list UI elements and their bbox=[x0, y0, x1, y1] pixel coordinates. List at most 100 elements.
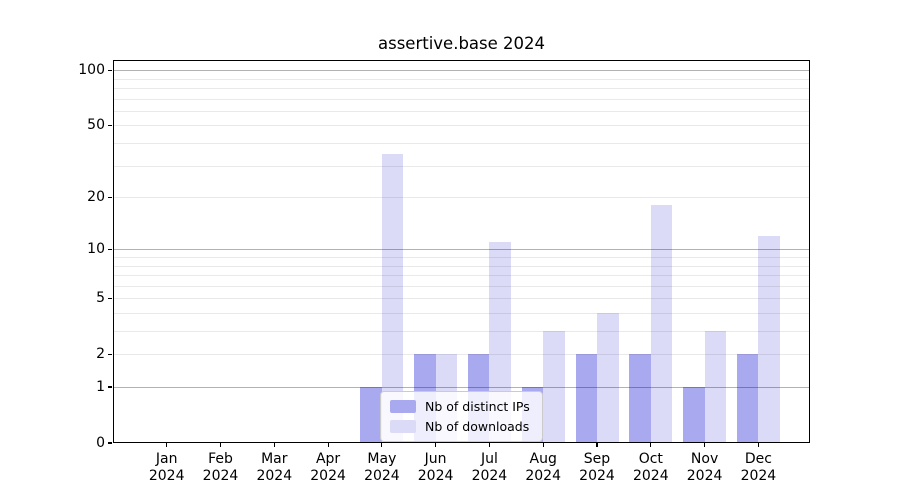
bar-nb-of-downloads-may bbox=[381, 153, 404, 443]
bar-nb-of-downloads-dec bbox=[758, 235, 780, 443]
x-tick-mark bbox=[596, 443, 598, 447]
x-tick-month: Aug bbox=[529, 451, 557, 467]
minor-gridline bbox=[114, 298, 809, 300]
x-tick-month: Apr bbox=[315, 451, 341, 467]
y-tick-mark bbox=[108, 196, 112, 198]
x-tick-label: Aug 2024 bbox=[513, 451, 573, 484]
chart-title: assertive.base 2024 bbox=[377, 34, 546, 53]
y-tick-mark bbox=[108, 69, 112, 71]
bar-nb-of-distinct-ips-may bbox=[360, 387, 382, 443]
minor-gridline bbox=[114, 78, 809, 80]
bar-nb-of-downloads-aug bbox=[543, 331, 565, 443]
bar-nb-of-distinct-ips-nov bbox=[683, 387, 705, 443]
x-tick-label: Jul 2024 bbox=[459, 451, 519, 484]
x-tick-label: Sep 2024 bbox=[567, 451, 627, 484]
bar-nb-of-distinct-ips-dec bbox=[736, 354, 759, 443]
major-gridline bbox=[114, 387, 809, 388]
x-tick-year: 2024 bbox=[525, 467, 561, 484]
x-tick-mark bbox=[327, 443, 329, 447]
x-tick-label: Mar 2024 bbox=[244, 451, 304, 484]
x-tick-month: Feb bbox=[208, 451, 233, 467]
x-tick-label: Dec 2024 bbox=[728, 451, 788, 484]
minor-gridline bbox=[114, 257, 809, 258]
x-tick-label: Jun 2024 bbox=[406, 451, 466, 484]
minor-gridline bbox=[114, 285, 809, 287]
minor-gridline bbox=[114, 143, 809, 144]
x-tick-mark bbox=[166, 443, 168, 447]
y-tick-label: 5 bbox=[96, 290, 105, 307]
minor-gridline bbox=[114, 125, 809, 127]
major-gridline bbox=[114, 70, 809, 72]
minor-gridline bbox=[114, 354, 809, 356]
y-tick-mark bbox=[108, 124, 112, 126]
x-tick-year: 2024 bbox=[579, 467, 615, 484]
y-tick-label: 10 bbox=[87, 241, 105, 258]
x-tick-year: 2024 bbox=[202, 467, 239, 484]
x-tick-label: Feb 2024 bbox=[191, 451, 251, 484]
legend-color-swatch bbox=[390, 420, 416, 433]
x-tick-mark bbox=[273, 443, 275, 447]
x-tick-mark bbox=[757, 443, 759, 447]
x-tick-label: Apr 2024 bbox=[298, 451, 358, 484]
x-tick-mark bbox=[542, 443, 544, 447]
x-tick-month: Jan bbox=[155, 451, 178, 467]
x-tick-year: 2024 bbox=[740, 467, 777, 484]
minor-gridline bbox=[114, 275, 809, 276]
minor-gridline bbox=[114, 331, 809, 332]
y-tick-label: 1 bbox=[96, 379, 105, 395]
y-tick-label: 20 bbox=[87, 189, 105, 206]
y-tick-label: 2 bbox=[96, 346, 105, 363]
x-tick-year: 2024 bbox=[471, 467, 508, 484]
minor-gridline bbox=[114, 313, 809, 314]
bar-nb-of-distinct-ips-oct bbox=[629, 354, 651, 443]
minor-gridline bbox=[114, 265, 809, 267]
x-tick-year: 2024 bbox=[417, 467, 454, 484]
legend-label: Nb of distinct IPs bbox=[425, 399, 530, 414]
x-tick-month: Jul bbox=[480, 451, 498, 467]
x-tick-label: May 2024 bbox=[352, 451, 412, 484]
x-tick-mark bbox=[435, 443, 437, 447]
x-tick-mark bbox=[219, 443, 222, 447]
y-tick-label: 0 bbox=[96, 435, 105, 451]
x-tick-month: May bbox=[367, 451, 397, 467]
y-tick-mark bbox=[108, 248, 112, 250]
x-tick-month: Dec bbox=[744, 451, 772, 467]
legend-color-swatch bbox=[390, 400, 416, 413]
x-tick-month: Oct bbox=[638, 451, 663, 467]
major-gridline bbox=[114, 249, 809, 251]
x-tick-month: Jun bbox=[424, 451, 447, 467]
x-tick-mark bbox=[381, 443, 383, 447]
bar-nb-of-downloads-oct bbox=[650, 205, 673, 443]
legend-label: Nb of downloads bbox=[425, 419, 530, 434]
bar-nb-of-downloads-sep bbox=[597, 313, 619, 443]
x-tick-month: Nov bbox=[690, 451, 719, 467]
bar-nb-of-distinct-ips-sep bbox=[575, 354, 597, 443]
y-tick-mark bbox=[108, 386, 112, 388]
minor-gridline bbox=[114, 98, 809, 100]
x-tick-month: Sep bbox=[583, 451, 611, 467]
y-tick-label: 100 bbox=[78, 62, 105, 79]
x-tick-year: 2024 bbox=[148, 467, 185, 484]
x-tick-year: 2024 bbox=[310, 467, 346, 484]
x-tick-month: Mar bbox=[261, 451, 288, 467]
legend: Nb of distinct IPs Nb of downloads bbox=[380, 391, 543, 442]
legend-item: Nb of downloads bbox=[390, 419, 530, 434]
x-tick-mark bbox=[488, 443, 490, 447]
minor-gridline bbox=[114, 165, 809, 167]
y-tick-mark bbox=[108, 442, 112, 444]
y-tick-label: 50 bbox=[87, 117, 105, 134]
x-tick-year: 2024 bbox=[686, 467, 723, 484]
x-tick-year: 2024 bbox=[364, 467, 400, 484]
x-tick-label: Nov 2024 bbox=[675, 451, 735, 484]
plot-area bbox=[113, 60, 810, 443]
x-tick-label: Oct 2024 bbox=[621, 451, 681, 484]
x-tick-year: 2024 bbox=[256, 467, 293, 484]
legend-item: Nb of distinct IPs bbox=[390, 399, 530, 414]
bar-nb-of-downloads-nov bbox=[704, 331, 727, 443]
x-tick-mark bbox=[704, 443, 706, 447]
y-tick-mark bbox=[108, 353, 112, 355]
y-tick-mark bbox=[108, 297, 112, 299]
minor-gridline bbox=[114, 197, 809, 199]
minor-gridline bbox=[114, 88, 809, 89]
